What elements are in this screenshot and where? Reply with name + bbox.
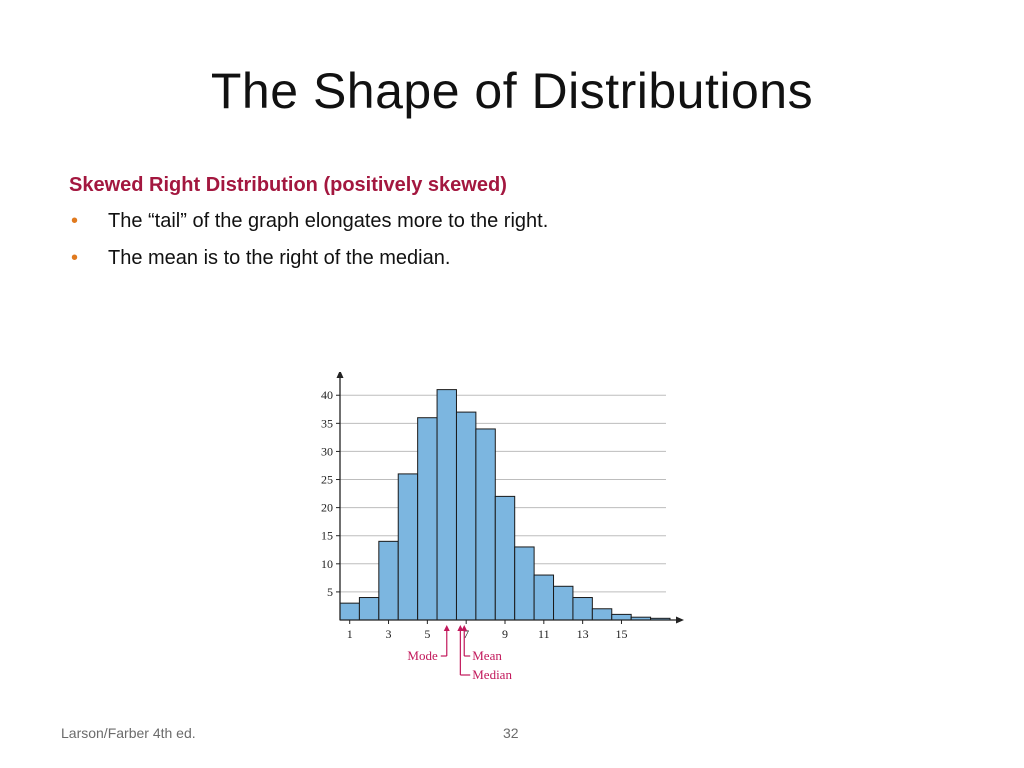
y-tick-label: 10 [321,557,333,571]
y-tick-label: 40 [321,388,333,402]
median-arrow-icon [457,625,464,631]
histogram-chart: 5 10 15 20 25 30 35 40 1 3 5 7 9 11 13 15 Mode Mean Median [290,372,690,692]
x-tick-label: 3 [386,627,392,641]
mean-label: Mean [472,648,502,663]
bullet-dot-icon: • [71,210,79,232]
bar-7 [455,411,477,621]
x-tick-label: 9 [502,627,508,641]
bar-15 [611,613,632,621]
mean-arrow-icon [461,625,468,631]
bullet-text: The mean is to the right of the median. [108,247,451,269]
y-tick-label: 20 [321,501,333,515]
x-tick-label: 13 [577,627,589,641]
bar-12 [553,585,574,621]
mode-label: Mode [407,648,438,663]
bar-4 [397,473,419,621]
bar-2 [358,597,380,621]
bullet-list: • The “tail” of the graph elongates more… [69,210,548,284]
bullet-text: The “tail” of the graph elongates more t… [108,210,549,232]
y-tick-label: 30 [321,444,333,458]
x-axis-arrow-icon [676,616,684,624]
x-tick-label: 15 [615,627,627,641]
bar-10 [514,546,535,621]
slide-title: The Shape of Distributions [210,63,814,119]
y-axis-arrow-icon [336,372,344,378]
bar-14 [591,608,613,621]
y-tick-label: 35 [321,416,333,430]
x-tick-label: 11 [538,627,550,641]
footer-source: Larson/Farber 4th ed. [61,725,196,741]
bar-3 [378,540,399,621]
mode-arrow-icon [443,625,450,631]
bar-9 [494,495,516,621]
x-tick-label: 5 [424,627,430,641]
bullet-item-tail: • The “tail” of the graph elongates more… [69,210,548,247]
x-tick-label: 7 [463,627,469,641]
bullet-item-mean: • The mean is to the right of the median… [69,247,548,284]
subheading: Skewed Right Distribution (positively sk… [69,174,507,196]
y-tick-label: 25 [321,473,333,487]
bar-5 [417,417,438,621]
bullet-dot-icon: • [71,247,79,269]
y-tick-label: 15 [321,529,333,543]
bar-13 [572,597,593,621]
page-number: 32 [503,725,519,741]
bar-11 [533,574,555,621]
x-tick-label: 1 [347,627,353,641]
bar-6 [436,389,457,621]
bar-8 [475,428,496,621]
y-tick-label: 5 [327,585,333,599]
bar-1 [339,602,360,621]
median-label: Median [472,667,512,682]
